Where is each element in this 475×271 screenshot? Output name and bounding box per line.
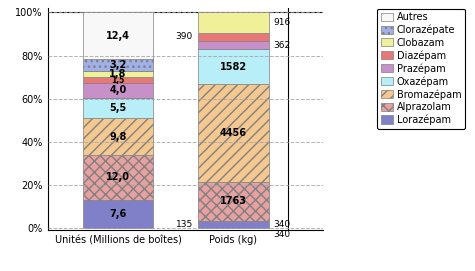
Text: 9,8: 9,8 — [109, 132, 127, 142]
Bar — [83, 118, 153, 155]
Bar — [198, 221, 268, 228]
Bar — [198, 12, 268, 33]
Bar — [83, 71, 153, 78]
Text: 1,8: 1,8 — [109, 69, 127, 79]
Text: 4,0: 4,0 — [109, 85, 127, 95]
Bar — [198, 49, 268, 84]
Text: 1,5: 1,5 — [111, 76, 124, 85]
Bar — [83, 200, 153, 228]
Bar — [198, 182, 268, 221]
Text: 3,2: 3,2 — [109, 60, 127, 70]
Text: 1763: 1763 — [220, 196, 247, 206]
Text: 4456: 4456 — [220, 128, 247, 138]
Bar — [198, 33, 268, 41]
Text: 390: 390 — [176, 32, 193, 41]
Bar — [83, 155, 153, 200]
Bar — [198, 84, 268, 182]
Bar — [83, 12, 153, 59]
Text: 12,4: 12,4 — [106, 31, 130, 41]
Text: 135: 135 — [176, 220, 193, 229]
Text: 362: 362 — [274, 41, 291, 50]
Bar — [198, 41, 268, 49]
Text: 340: 340 — [274, 230, 291, 239]
Bar — [83, 83, 153, 98]
Legend: Autres, Clorazépate, Clobazam, Diazépam, Prazépam, Oxazépam, Bromazépam, Alprazo: Autres, Clorazépate, Clobazam, Diazépam,… — [378, 9, 466, 129]
Text: 1582: 1582 — [220, 62, 247, 72]
Bar — [83, 78, 153, 83]
Text: 5,5: 5,5 — [109, 103, 127, 113]
Bar — [83, 59, 153, 71]
Text: 340: 340 — [274, 220, 291, 229]
Text: 12,0: 12,0 — [106, 172, 130, 182]
Text: 916: 916 — [274, 18, 291, 27]
Text: 7,6: 7,6 — [109, 209, 127, 219]
Bar — [83, 98, 153, 118]
